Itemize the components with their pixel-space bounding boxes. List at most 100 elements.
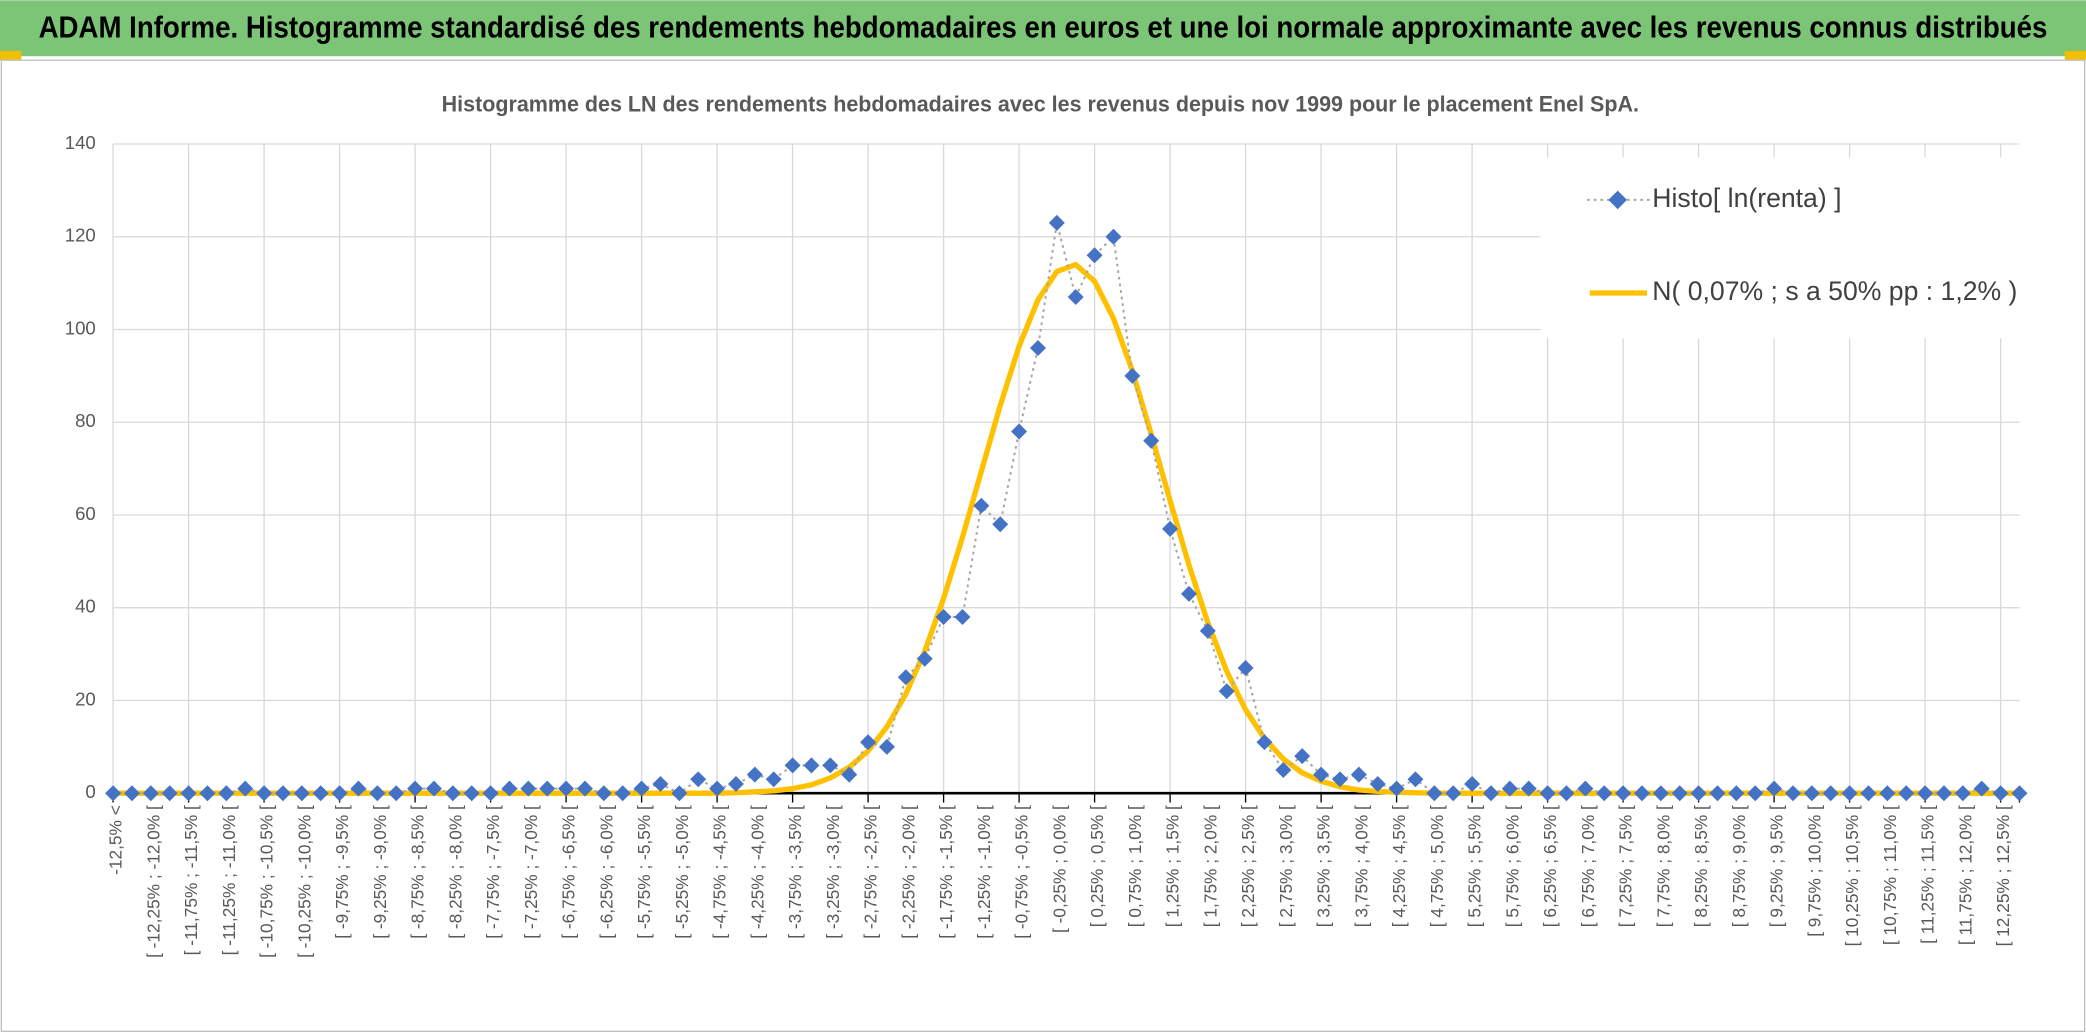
x-tick-label: [ 6,75% ; 7,0% [ [1578,805,1598,927]
data-point [388,785,405,802]
x-tick-label: [ 3,75% ; 4,0% [ [1351,805,1371,927]
data-point [1596,785,1613,802]
data-point [1935,785,1952,802]
data-point [822,757,839,774]
data-point [1709,785,1726,802]
data-point [1615,785,1632,802]
data-point [1917,785,1934,802]
data-point [312,785,329,802]
x-tick-label: [ -8,25% ; -8,0% [ [445,805,465,939]
data-point [237,780,254,797]
data-point [1633,785,1650,802]
data-point [1294,748,1311,765]
legend-marker [1608,190,1628,210]
x-tick-label: [ -7,75% ; -7,5% [ [483,805,503,939]
data-point [727,775,744,792]
x-tick-label: [ 0,25% ; 0,5% [ [1087,805,1107,927]
data-point [444,785,461,802]
x-tick-label: [ -2,75% ; -2,5% [ [861,805,881,939]
data-point [1539,785,1556,802]
data-point [1388,780,1405,797]
chart-title: Histogramme des LN des rendements hebdom… [442,91,1639,116]
x-tick-label: [ -9,75% ; -9,5% [ [332,805,352,939]
x-tick-label: [ -1,25% ; -1,0% [ [974,805,994,939]
data-point [860,734,877,751]
data-point [350,780,367,797]
y-tick-label: 20 [75,688,96,709]
data-point [614,785,631,802]
data-point [1803,785,1820,802]
data-point [1048,214,1065,231]
banner [0,0,2086,57]
data-point [199,785,216,802]
y-tick-label: 60 [75,503,96,524]
data-point [652,775,669,792]
x-tick-label: [ -5,75% ; -5,5% [ [634,805,654,939]
data-point [1784,785,1801,802]
data-point [595,785,612,802]
data-point [1029,340,1046,357]
y-tick-label: 0 [85,781,95,802]
data-point [1445,785,1462,802]
data-point [1954,785,1971,802]
x-tick-label: [ 8,25% ; 8,5% [ [1691,805,1711,927]
data-point [142,785,159,802]
data-point [1671,785,1688,802]
data-point [1350,766,1367,783]
x-tick-label: [ -6,25% ; -6,0% [ [596,805,616,939]
data-point [1180,585,1197,602]
x-tick-label: [ 9,75% ; 10,0% [ [1804,805,1824,937]
data-point [558,780,575,797]
x-tick-label: [ -11,75% ; -11,5% [ [181,805,201,955]
x-tick-label: [ 9,25% ; 9,5% [ [1767,805,1787,927]
x-tick-label: [ 7,25% ; 7,5% [ [1616,805,1636,927]
x-tick-label: [ 11,75% ; 12,0% [ [1955,805,1975,945]
data-point [1690,785,1707,802]
data-point [407,780,424,797]
x-tick-label: [ 3,25% ; 3,5% [ [1314,805,1334,927]
data-point [992,516,1009,533]
data-point [1898,785,1915,802]
data-point [1426,785,1443,802]
corner-mark [0,50,22,61]
data-point [1256,734,1273,751]
data-point [1162,520,1179,537]
page-title: ADAM Informe. Histogramme standardisé de… [39,11,2048,45]
x-tick-label: [ 0,75% ; 1,0% [ [1125,805,1145,927]
x-tick-label: [ 5,75% ; 6,0% [ [1502,805,1522,927]
data-point [1011,423,1028,440]
x-tick-label: [ -1,75% ; -1,5% [ [936,805,956,939]
x-tick-label: [ -0,75% ; -0,5% [ [1012,805,1032,939]
x-tick-label: [ -7,25% ; -7,0% [ [521,805,541,939]
x-tick-label: [ -2,25% ; -2,0% [ [898,805,918,939]
x-tick-label: [ 1,25% ; 1,5% [ [1163,805,1183,927]
legend-box [1540,157,2023,339]
data-point [1766,780,1783,797]
x-tick-label: [ 5,25% ; 5,5% [ [1465,805,1485,927]
data-point [1841,785,1858,802]
data-point [274,785,291,802]
x-tick-label: [ -4,25% ; -4,0% [ [747,805,767,939]
data-point [1652,785,1669,802]
data-point [803,757,820,774]
chart-border [0,59,2086,1033]
data-point [973,497,990,514]
x-tick-label: [ -12,25% ; -12,0% [ [143,805,163,958]
data-point [256,785,273,802]
data-point [539,780,556,797]
data-point [180,785,197,802]
data-point [935,609,952,625]
x-tick-label: [ -10,25% ; -10,0% [ [294,805,314,958]
data-point [1992,785,2009,802]
data-point [1067,289,1084,306]
x-tick-label: [ 10,75% ; 11,0% [ [1880,805,1900,945]
x-tick-label: [ 12,25% ; 12,5% [ [1993,805,2013,946]
x-tick-label: [ 4,75% ; 5,0% [ [1427,805,1447,927]
data-point [105,785,122,802]
data-point [1879,785,1896,802]
x-tick-label: [ 2,75% ; 3,0% [ [1276,805,1296,927]
data-point [218,785,235,802]
data-point [1275,762,1292,779]
data-point [2011,785,2028,802]
